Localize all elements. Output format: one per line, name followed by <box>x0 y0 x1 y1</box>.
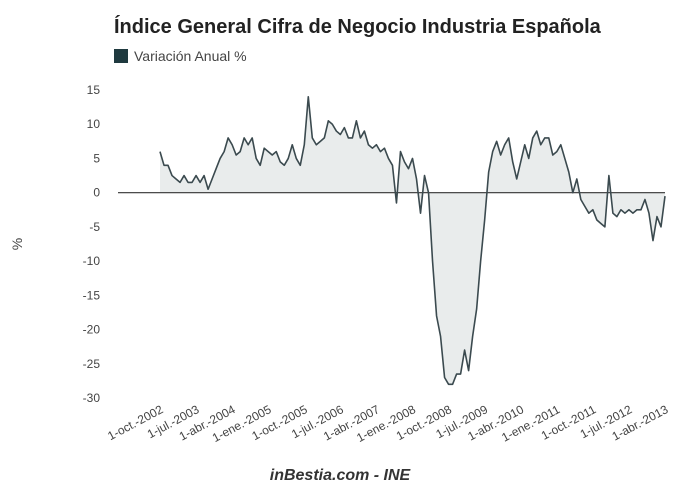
series-area <box>160 96 665 385</box>
series-layer <box>118 96 666 386</box>
y-tick-label: -25 <box>83 357 101 371</box>
y-tick-label: -10 <box>83 254 101 268</box>
legend-label: Variación Anual % <box>134 48 247 64</box>
source-credit: inBestia.com - INE <box>269 467 411 484</box>
series-line <box>159 96 666 386</box>
y-tick-label: 0 <box>93 186 100 200</box>
chart-legend: Variación Anual % <box>114 48 247 64</box>
y-axis-ticks: 15 10 5 0 -5 -10 -15 -20 -25 -30 <box>83 83 101 405</box>
y-tick-label: -30 <box>83 391 101 405</box>
y-tick-label: -20 <box>83 323 101 337</box>
y-tick-label: -5 <box>89 220 100 234</box>
y-tick-label: 15 <box>87 83 101 97</box>
chart-title: Índice General Cifra de Negocio Industri… <box>114 16 601 38</box>
x-axis-ticks: 1-oct.-20021-jul.-20031-abr.-20041-ene.-… <box>105 402 670 445</box>
y-tick-label: 10 <box>87 117 101 131</box>
legend-swatch <box>114 49 128 63</box>
y-tick-label: 5 <box>93 151 100 165</box>
y-tick-label: -15 <box>83 288 101 302</box>
